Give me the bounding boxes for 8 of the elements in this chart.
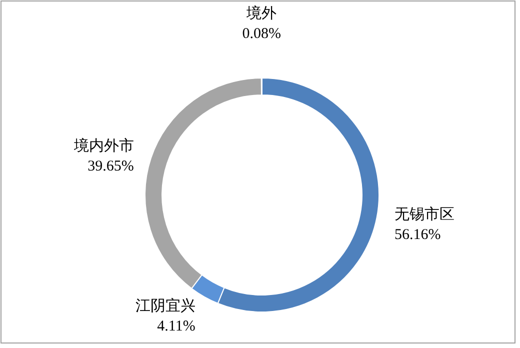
data-label: 0.08% — [242, 26, 282, 42]
data-label: 39.65% — [88, 158, 134, 175]
slice-label: 无锡市区 — [394, 206, 454, 223]
data-label: 56.16% — [394, 226, 441, 243]
slice-label: 境外 — [246, 5, 277, 22]
data-label: 4.11% — [157, 318, 196, 334]
slice-label: 境内外市 — [72, 138, 134, 155]
slice-label: 江阴宜兴 — [135, 297, 196, 314]
